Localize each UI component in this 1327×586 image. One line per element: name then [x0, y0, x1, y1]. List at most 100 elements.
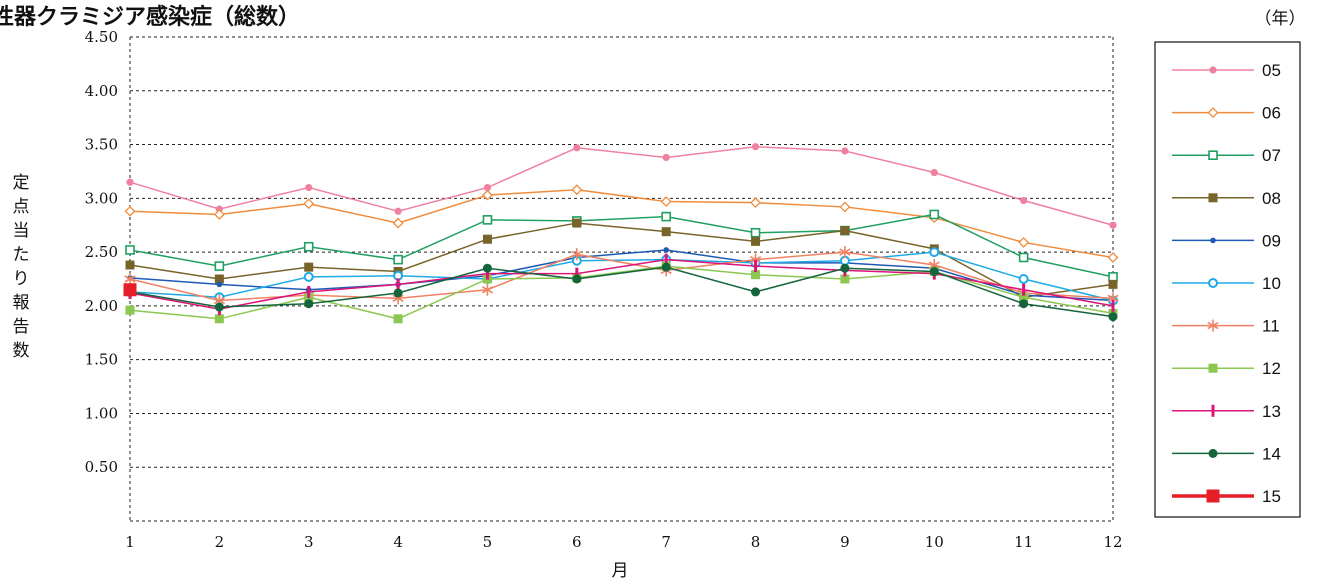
- x-tick-label: 2: [215, 533, 225, 551]
- data-point: [214, 302, 224, 312]
- data-point: [573, 144, 581, 152]
- y-tick-label: 3.00: [85, 189, 118, 207]
- y-axis-label-char: 点: [13, 197, 30, 217]
- data-point: [661, 211, 671, 222]
- legend-item-06: 06: [1172, 104, 1281, 123]
- y-tick-label: 4.50: [85, 28, 118, 46]
- data-point: [1019, 299, 1029, 309]
- data-point: [929, 209, 940, 220]
- data-point: [303, 198, 315, 210]
- data-point: [1109, 221, 1117, 229]
- data-point: [1210, 237, 1216, 244]
- data-point: [303, 271, 314, 282]
- chart-title: 性器クラミジア感染症（総数）: [0, 4, 300, 30]
- y-axis-label-char: 報: [13, 293, 30, 313]
- data-point: [123, 283, 137, 297]
- data-point: [393, 288, 403, 298]
- legend-label: 12: [1262, 359, 1281, 378]
- legend-item-13: 13: [1172, 402, 1281, 421]
- data-point: [571, 248, 583, 261]
- x-tick-label: 3: [304, 533, 314, 551]
- data-point: [481, 283, 494, 296]
- legend-unit: （年）: [1255, 9, 1306, 29]
- data-point: [661, 227, 671, 237]
- x-ticks: 1 2 3 4 5 6 7 8 9 10 11 12: [125, 533, 1122, 551]
- x-tick-label: 1: [125, 533, 135, 551]
- y-tick-label: 1.50: [85, 351, 118, 369]
- x-axis-label: 月: [612, 561, 629, 581]
- legend-label: 14: [1262, 444, 1281, 463]
- data-point: [1108, 279, 1118, 289]
- data-point: [214, 274, 224, 284]
- y-ticks: 0.50 1.00 1.50 2.00 2.50 3.00 3.50 4.00 4.50: [85, 28, 118, 476]
- data-point: [1018, 237, 1030, 248]
- data-point: [1108, 312, 1118, 322]
- data-point: [124, 205, 136, 217]
- series-06: [124, 184, 1119, 263]
- data-point: [661, 262, 671, 272]
- data-point: [1208, 193, 1218, 203]
- data-point: [750, 197, 761, 209]
- series-line: [129, 213, 1114, 278]
- series-07: [125, 209, 1118, 282]
- data-point-stroke: [481, 286, 494, 294]
- data-point-stroke: [1207, 321, 1219, 330]
- x-tick-label: 8: [751, 533, 761, 551]
- data-point: [304, 299, 314, 309]
- legend-item-08: 08: [1172, 189, 1281, 208]
- data-point: [1107, 252, 1119, 263]
- legend-label: 09: [1262, 231, 1281, 250]
- series-line: [129, 251, 1114, 302]
- data-point: [214, 261, 225, 271]
- data-point: [1020, 196, 1028, 205]
- x-tick-label: 4: [393, 533, 403, 551]
- series-lines: [123, 143, 1119, 324]
- y-axis-label-char: 定: [13, 173, 30, 193]
- data-point: [840, 263, 850, 273]
- data-point: [839, 246, 851, 259]
- data-point: [304, 262, 314, 272]
- y-axis-label-char: 当: [13, 221, 30, 241]
- data-point: [305, 183, 313, 192]
- data-point: [482, 215, 493, 225]
- series-05: [126, 143, 1117, 229]
- data-point: [571, 184, 583, 196]
- legend-item-09: 09: [1172, 231, 1281, 250]
- data-point: [125, 305, 135, 315]
- series-line: [129, 145, 1114, 226]
- x-tick-label: 11: [1014, 533, 1033, 551]
- x-tick-label: 7: [661, 533, 671, 551]
- x-tick-label: 12: [1103, 533, 1122, 551]
- data-point: [930, 168, 938, 177]
- data-point: [482, 234, 492, 244]
- data-point: [840, 226, 850, 236]
- data-point: [660, 196, 672, 207]
- data-point: [126, 178, 134, 186]
- data-point: [1207, 107, 1219, 119]
- y-tick-label: 0.50: [85, 458, 118, 476]
- data-point: [1208, 448, 1218, 458]
- legend-label: 13: [1262, 402, 1281, 421]
- data-point: [1208, 150, 1218, 160]
- y-axis-label-char: た: [13, 245, 30, 265]
- data-point: [750, 227, 761, 238]
- data-point: [1208, 363, 1218, 373]
- data-point: [393, 314, 403, 324]
- data-point: [841, 147, 849, 155]
- data-point: [751, 287, 761, 297]
- y-axis-label-char: 告: [13, 317, 30, 337]
- data-point-stroke: [749, 255, 762, 264]
- x-tick-label: 5: [483, 533, 493, 551]
- legend-item-05: 05: [1172, 61, 1281, 80]
- data-point: [1108, 272, 1118, 282]
- legend-item-12: 12: [1172, 359, 1281, 378]
- data-point: [1206, 489, 1220, 503]
- legend-label: 11: [1262, 317, 1280, 336]
- data-point: [662, 153, 670, 162]
- legend-item-15: 15: [1172, 487, 1281, 506]
- y-tick-label: 2.00: [85, 297, 118, 315]
- data-point: [482, 263, 492, 273]
- legend-label: 15: [1262, 487, 1281, 506]
- data-point: [1018, 274, 1029, 284]
- legend-label: 05: [1262, 61, 1281, 80]
